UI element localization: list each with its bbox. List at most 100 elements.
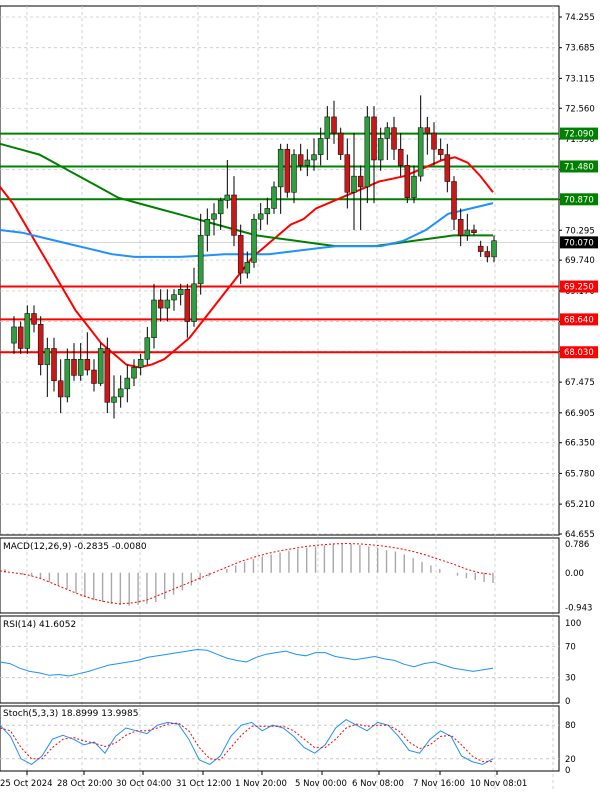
- bullish-candle: [277, 148, 284, 188]
- main-frame: [0, 5, 560, 536]
- bullish-candle: [24, 313, 31, 349]
- stoch-frame: [0, 705, 560, 772]
- bearish-candle: [184, 288, 191, 322]
- level-label: 68.030: [564, 348, 594, 358]
- bearish-candle: [477, 245, 484, 252]
- macd-tick-label: -0.943: [565, 603, 592, 613]
- level-label: 72.090: [564, 130, 594, 140]
- stoch-lines: [0, 719, 494, 765]
- rsi-tick-label: 70: [565, 642, 576, 652]
- price-tick-label: 64.655: [565, 530, 595, 540]
- price-tick-label: 72.560: [565, 104, 595, 114]
- price-tick-label: 71.990: [565, 135, 595, 145]
- price-tick-label: 74.255: [565, 13, 595, 23]
- bullish-candle: [224, 194, 231, 201]
- level-label: 71.480: [564, 162, 594, 172]
- time-label: 7 Nov 16:00: [413, 779, 465, 789]
- bullish-candle: [151, 299, 157, 338]
- macd-panel: 0.786 0.00 -0.943 MACD(12,26,9) -0.2835 -0…: [0, 537, 592, 614]
- bullish-candle: [491, 240, 497, 258]
- price-tick-label: 69.740: [565, 256, 595, 266]
- bearish-candle: [37, 323, 44, 365]
- bullish-candle: [97, 348, 104, 384]
- bullish-candle: [411, 175, 417, 198]
- bullish-candle: [44, 348, 51, 365]
- bearish-candle: [71, 358, 77, 376]
- price-tick-label: 67.475: [565, 378, 595, 388]
- current-price-label: 70.070: [564, 238, 594, 248]
- bullish-candle: [464, 229, 471, 236]
- bearish-candle: [51, 348, 57, 382]
- bearish-candle: [404, 165, 411, 198]
- stoch-grid: [0, 705, 560, 772]
- stoch-tick-label: 20: [565, 755, 576, 765]
- macd-axis: 0.786 0.00 -0.943: [565, 540, 592, 613]
- bullish-candle: [177, 288, 184, 295]
- bullish-candle: [124, 377, 131, 390]
- rsi-frame: [0, 615, 560, 704]
- bullish-candle: [351, 175, 357, 193]
- bullish-candle: [257, 213, 264, 220]
- stoch-series: [0, 719, 494, 765]
- rsi-panel: 100 70 30 0 RSI(14) 41.6052: [0, 615, 581, 707]
- bearish-candle: [17, 326, 24, 349]
- bullish-candle: [11, 326, 17, 344]
- time-axis: 25 Oct 2024 28 Oct 20:00 30 Oct 04:00 31 Oc…: [0, 771, 527, 789]
- bullish-candle: [111, 396, 117, 403]
- level-labels: 72.090 71.480 70.870 69.250 68.640 68.030 70.0…: [560, 127, 598, 359]
- price-tick-label: 66.350: [565, 439, 595, 449]
- bearish-candle: [431, 132, 437, 150]
- bearish-candle: [391, 127, 397, 150]
- stoch-tick-label: 0: [565, 766, 570, 776]
- time-label: 5 Nov 00:00: [295, 779, 347, 789]
- bearish-candle: [471, 229, 477, 233]
- macd-histogram: [4, 543, 494, 606]
- bullish-candle: [324, 116, 331, 139]
- stoch-label: Stoch(5,3,3) 18.8999 13.9985: [3, 709, 138, 719]
- bearish-candle: [91, 369, 97, 384]
- bearish-candle: [331, 116, 337, 134]
- level-label-bg: [560, 127, 598, 140]
- bearish-candle: [484, 251, 491, 258]
- bullish-candle: [77, 358, 84, 376]
- bullish-candle: [271, 186, 277, 209]
- level-label-bg: [560, 160, 598, 173]
- rsi-tick-label: 100: [565, 619, 581, 629]
- bullish-candle: [217, 200, 224, 215]
- bearish-candle: [457, 218, 464, 236]
- macd-signal: [0, 542, 494, 605]
- level-label: 68.640: [564, 315, 594, 325]
- horizontal-levels: [0, 132, 559, 354]
- bearish-candle: [57, 380, 64, 398]
- stoch-panel: 80 200 Stoch(5,3,3) 18.8999 13.9985: [0, 705, 576, 776]
- bullish-candle: [417, 127, 424, 177]
- time-label: 30 Oct 04:00: [116, 779, 171, 789]
- rsi-line: [0, 648, 494, 677]
- price-tick-label: 66.905: [565, 409, 595, 419]
- macd-frame: [0, 537, 560, 614]
- macd-tick-label: 0.00: [565, 569, 584, 579]
- bearish-candle: [451, 181, 457, 220]
- bearish-candle: [444, 154, 451, 182]
- main-grid: [0, 5, 560, 790]
- time-label: 6 Nov 08:00: [352, 779, 404, 789]
- bullish-candle: [211, 213, 217, 220]
- bullish-candle: [144, 337, 151, 360]
- bullish-candle: [197, 235, 204, 285]
- bullish-candle: [131, 367, 137, 379]
- bearish-candle: [337, 132, 344, 155]
- macd-signal-line: [0, 542, 494, 605]
- bullish-candle: [117, 388, 124, 398]
- rsi-series: [0, 648, 494, 677]
- level-label-bg: [560, 193, 598, 206]
- macd-grid: [0, 537, 560, 614]
- rsi-tick-label: 30: [565, 674, 576, 684]
- bullish-candle: [364, 116, 371, 188]
- level-label-bg: [560, 346, 598, 359]
- moving-averages: [0, 142, 494, 369]
- macd-label: MACD(12,26,9) -0.2835 -0.0080: [3, 542, 147, 552]
- stoch-tick-label: 80: [565, 721, 576, 731]
- bullish-candle: [291, 154, 297, 193]
- rsi-axis: 100 70 30 0: [565, 619, 581, 707]
